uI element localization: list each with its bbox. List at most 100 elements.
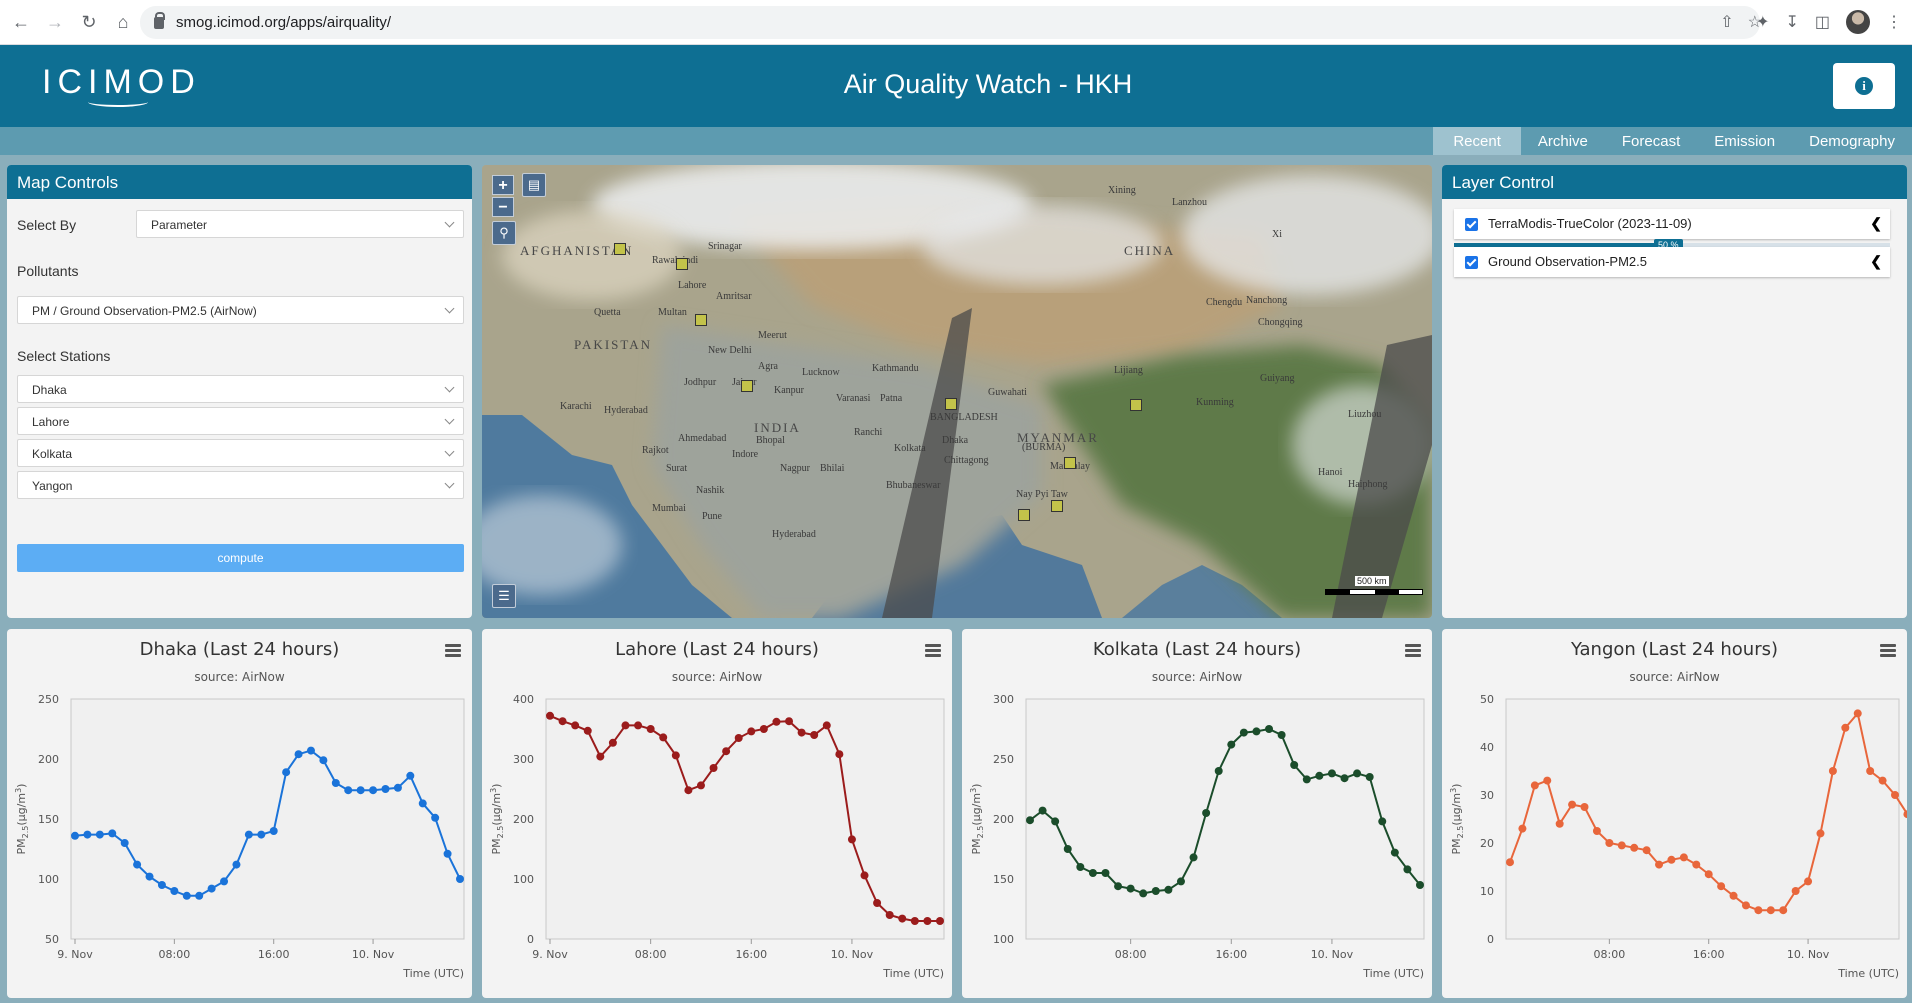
data-point[interactable] [671, 751, 680, 760]
tab-archive[interactable]: Archive [1537, 132, 1588, 150]
data-point[interactable] [319, 756, 328, 765]
data-point[interactable] [810, 731, 819, 739]
data-point[interactable] [1390, 848, 1399, 857]
zoom-in-button[interactable]: + [492, 175, 514, 195]
data-point[interactable] [195, 891, 204, 900]
data-point[interactable] [456, 875, 464, 883]
data-point[interactable] [443, 849, 452, 858]
data-point[interactable] [747, 727, 756, 736]
data-point[interactable] [1265, 725, 1274, 733]
station-marker-peshawar[interactable] [614, 243, 626, 255]
data-point[interactable] [1903, 810, 1907, 819]
tab-recent[interactable]: Recent [1433, 127, 1521, 155]
chart-menu-icon[interactable] [1405, 644, 1421, 658]
data-point[interactable] [95, 830, 104, 839]
home-icon[interactable]: ⌂ [117, 11, 129, 32]
station-marker-dhaka[interactable] [1051, 500, 1063, 512]
station-dropdown-dhaka[interactable]: Dhaka [17, 375, 464, 403]
data-point[interactable] [1617, 841, 1626, 850]
data-point[interactable] [1791, 887, 1800, 895]
data-point[interactable] [1530, 781, 1539, 790]
data-point[interactable] [1315, 771, 1324, 780]
data-point[interactable] [1063, 845, 1072, 853]
chart-menu-icon[interactable] [925, 644, 941, 658]
data-point[interactable] [659, 733, 668, 742]
data-point[interactable] [145, 872, 154, 881]
data-point[interactable] [835, 750, 844, 759]
data-point[interactable] [1416, 881, 1424, 889]
data-point[interactable] [182, 891, 191, 900]
data-point[interactable] [634, 721, 643, 730]
data-point[interactable] [1841, 723, 1850, 732]
station-marker-kolkata-2[interactable] [1018, 509, 1030, 521]
station-marker-bangladesh[interactable] [1064, 457, 1076, 469]
data-point[interactable] [1378, 817, 1387, 826]
data-point[interactable] [1506, 858, 1514, 867]
data-point[interactable] [1729, 891, 1738, 900]
data-point[interactable] [71, 831, 79, 840]
search-icon[interactable]: ⚲ [492, 221, 516, 245]
chart-menu-icon[interactable] [1880, 644, 1896, 658]
station-marker-kolkata[interactable] [1130, 399, 1142, 411]
station-dropdown-kolkata[interactable]: Kolkata [17, 439, 464, 467]
data-point[interactable] [1252, 727, 1261, 736]
data-point[interactable] [1290, 761, 1299, 769]
data-point[interactable] [1202, 809, 1211, 817]
data-point[interactable] [418, 799, 427, 808]
profile-avatar[interactable] [1846, 10, 1870, 34]
data-point[interactable] [621, 721, 630, 730]
data-point[interactable] [1518, 824, 1527, 833]
extensions-icon[interactable]: ✦ [1756, 14, 1770, 31]
data-point[interactable] [1580, 803, 1589, 811]
data-point[interactable] [1717, 882, 1726, 891]
data-point[interactable] [571, 721, 580, 730]
data-point[interactable] [1126, 884, 1135, 893]
data-point[interactable] [393, 783, 402, 792]
data-point[interactable] [1277, 731, 1286, 739]
data-point[interactable] [1816, 829, 1825, 838]
data-point[interactable] [1164, 885, 1173, 894]
data-point[interactable] [1667, 855, 1676, 864]
map-view[interactable]: AFGHANISTAN PAKISTAN INDIA CHINA BANGLADESH M… [482, 165, 1432, 618]
data-point[interactable] [1114, 882, 1123, 891]
data-point[interactable] [1779, 906, 1788, 915]
layer-row-ground-observation[interactable]: Ground Observation-PM2.5 ❮ [1454, 247, 1890, 277]
legend-list-icon[interactable]: ☰ [492, 584, 516, 608]
data-point[interactable] [232, 860, 241, 869]
data-point[interactable] [797, 728, 806, 737]
data-point[interactable] [257, 830, 266, 839]
data-point[interactable] [822, 721, 831, 730]
compute-button[interactable]: compute [17, 544, 464, 572]
data-point[interactable] [1139, 889, 1148, 898]
layer-row-terramodis[interactable]: TerraModis-TrueColor (2023-11-09) ❮ [1454, 209, 1890, 239]
data-point[interactable] [220, 877, 229, 886]
share-icon[interactable]: ⇧ [1720, 14, 1734, 31]
data-point[interactable] [1568, 800, 1577, 809]
data-point[interactable] [1365, 773, 1374, 781]
data-point[interactable] [369, 786, 378, 795]
station-dropdown-yangon[interactable]: Yangon [17, 471, 464, 499]
data-point[interactable] [170, 887, 179, 895]
data-point[interactable] [1302, 775, 1311, 784]
data-point[interactable] [244, 830, 253, 839]
layer-checkbox-terramodis[interactable] [1465, 218, 1478, 231]
download-icon[interactable]: ↧ [1785, 14, 1799, 31]
data-point[interactable] [583, 726, 592, 735]
data-point[interactable] [646, 725, 655, 733]
data-point[interactable] [431, 813, 440, 822]
data-point[interactable] [207, 884, 216, 893]
data-point[interactable] [1766, 906, 1775, 915]
data-point[interactable] [381, 785, 390, 793]
data-point[interactable] [83, 830, 92, 839]
data-point[interactable] [1679, 853, 1688, 862]
station-marker-rawalpindi[interactable] [676, 258, 688, 270]
data-point[interactable] [1828, 767, 1837, 775]
data-point[interactable] [923, 917, 932, 925]
station-dropdown-lahore[interactable]: Lahore [17, 407, 464, 435]
data-point[interactable] [1891, 791, 1899, 799]
icimod-logo[interactable]: ICIMOD [42, 63, 201, 101]
data-point[interactable] [356, 786, 365, 795]
data-point[interactable] [684, 786, 693, 795]
chart-menu-icon[interactable] [445, 644, 461, 658]
tab-emission[interactable]: Emission [1714, 132, 1776, 150]
